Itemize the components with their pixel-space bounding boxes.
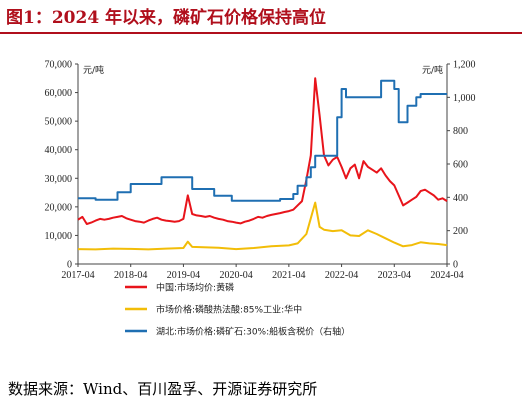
right-tick-label: 800 — [453, 126, 468, 137]
series-line-phosphoric-acid — [77, 201, 448, 251]
x-tick-label: 2024-04 — [430, 270, 463, 281]
legend-item-yellow-phosphorus: 中国:市场均价:黄磷 — [125, 282, 234, 294]
left-tick-label: 0 — [67, 260, 72, 271]
left-tick-label: 10,000 — [45, 231, 73, 242]
left-tick-label: 30,000 — [45, 174, 73, 185]
left-tick-label: 70,000 — [45, 60, 73, 71]
left-axis-ticks: 0 10,000 20,000 30,000 40,000 50,000 60,000 70,… — [45, 60, 78, 271]
x-tick-label: 2022-04 — [325, 270, 358, 281]
left-tick-label: 40,000 — [45, 145, 73, 156]
series-line-phosphate-rock — [78, 79, 447, 202]
right-tick-label: 1,000 — [453, 93, 476, 104]
x-tick-label: 2020-04 — [219, 270, 252, 281]
legend-item-phosphoric-acid: 市场价格:磷酸热法酸:85%工业:华中 — [125, 304, 302, 316]
right-tick-label: 600 — [453, 160, 468, 171]
legend-item-phosphate-rock: 湖北:市场价格:磷矿石:30%:船板含税价（右轴） — [125, 326, 350, 338]
right-tick-label: 1,200 — [453, 60, 476, 71]
right-tick-label: 200 — [453, 226, 468, 237]
figure-title: 图1：2024 年以来，磷矿石价格保持高位 — [6, 8, 327, 28]
right-tick-label: 0 — [453, 260, 458, 271]
legend-label: 中国:市场均价:黄磷 — [156, 282, 234, 294]
legend-label: 市场价格:磷酸热法酸:85%工业:华中 — [156, 304, 302, 316]
x-axis-ticks: 2017-04 2018-04 2019-04 2020-04 2021-04 2022-… — [61, 264, 464, 281]
series-layer — [77, 77, 448, 251]
chart: 0 10,000 20,000 30,000 40,000 50,000 60,000 70,… — [45, 60, 476, 338]
plot-frame — [77, 64, 448, 265]
figure-title-bar: 图1：2024 年以来，磷矿石价格保持高位 — [0, 0, 522, 34]
title-underline — [0, 32, 522, 34]
legend: 中国:市场均价:黄磷市场价格:磷酸热法酸:85%工业:华中湖北:市场价格:磷矿石… — [125, 282, 350, 338]
right-tick-label: 400 — [453, 193, 468, 204]
legend-label: 湖北:市场价格:磷矿石:30%:船板含税价（右轴） — [156, 326, 350, 338]
x-tick-label: 2017-04 — [61, 270, 94, 281]
series-line-yellow-phosphorus — [77, 77, 448, 225]
x-tick-label: 2019-04 — [167, 270, 200, 281]
left-tick-label: 20,000 — [45, 202, 73, 213]
x-tick-label: 2021-04 — [272, 270, 305, 281]
source-note: 数据来源：Wind、百川盈孚、开源证券研究所 — [8, 380, 318, 398]
left-tick-label: 50,000 — [45, 117, 73, 128]
x-tick-label: 2018-04 — [114, 270, 147, 281]
left-axis-unit: 元/吨 — [83, 64, 104, 76]
left-tick-label: 60,000 — [45, 88, 73, 99]
x-tick-label: 2023-04 — [378, 270, 411, 281]
right-axis-ticks: 0 200 400 600 800 1,000 1,200 — [447, 60, 476, 271]
right-axis-unit: 元/吨 — [422, 64, 443, 76]
